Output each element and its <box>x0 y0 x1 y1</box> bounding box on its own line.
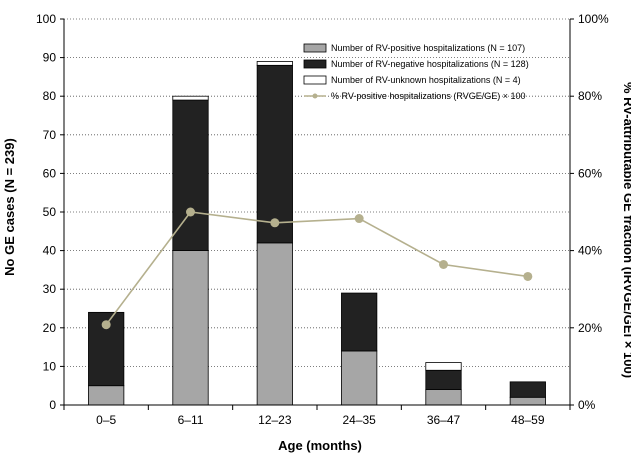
y-tick-label: 0 <box>49 398 56 412</box>
axes <box>60 18 574 410</box>
bar-rv-positive <box>425 389 462 406</box>
rv-percent-point <box>523 271 533 281</box>
legend-label-rv-positive: Number of RV-positive hospitalizations (… <box>331 43 525 53</box>
y-tick-label: 10 <box>43 359 57 373</box>
x-tick-label: 6–11 <box>178 413 204 427</box>
bar-rv-positive <box>172 250 209 406</box>
rv-percent-line-path <box>105 211 528 326</box>
bar-rv-negative <box>256 64 293 244</box>
rv-percent-point <box>439 259 448 269</box>
x-tick-label: 48–59 <box>511 413 545 427</box>
y2-tick-label: 100% <box>578 12 609 26</box>
rv-percent-point <box>186 207 195 217</box>
y-tick-label: 30 <box>43 282 57 296</box>
y2-tick-label: 20% <box>578 321 602 335</box>
bar-rv-unknown <box>256 61 293 66</box>
bar-rv-unknown <box>172 95 209 101</box>
y2-axis-title: % RV-attributable GE fraction (IRVGE/GEl… <box>621 82 631 378</box>
y-axis-title: No GE cases (N = 239) <box>2 138 17 276</box>
bars <box>88 61 546 406</box>
rv-percent-point <box>354 214 364 224</box>
x-tick-label: 36–47 <box>427 413 461 427</box>
y2-tick-label: 60% <box>578 166 602 180</box>
x-tick-label: 0–5 <box>96 413 116 427</box>
x-axis-title: Age (months) <box>278 438 362 453</box>
rv-percent-line <box>101 207 533 330</box>
legend-swatch-rv-positive <box>303 43 327 53</box>
bar-rv-positive <box>256 242 293 406</box>
y2-tick-label: 80% <box>578 89 602 103</box>
y-tick-label: 90 <box>43 51 57 65</box>
bar-rv-negative <box>341 292 378 352</box>
tick-labels: 0 10 20 30 40 50 60 70 80 90 100 0% 20% 40% 60% 80% 100%… <box>36 12 609 427</box>
y-tick-label: 50 <box>43 205 57 219</box>
legend-label-rv-negative: Number of RV-negative hospitalizations (… <box>331 59 529 69</box>
y2-tick-label: 40% <box>578 244 602 258</box>
legend: Number of RV-positive hospitalizations (… <box>303 43 529 101</box>
legend-label-rv-unknown: Number of RV-unknown hospitalizations (N… <box>331 75 521 85</box>
y-tick-label: 80 <box>43 89 57 103</box>
bar-rv-positive <box>341 350 378 406</box>
y-tick-label: 70 <box>43 128 57 142</box>
bar-rv-unknown <box>425 362 462 371</box>
legend-swatch-rv-negative <box>303 59 327 69</box>
bar-rv-negative <box>172 99 209 251</box>
y-tick-label: 60 <box>43 166 57 180</box>
legend-marker-rv-percent <box>312 93 318 99</box>
rv-percent-point <box>101 320 111 330</box>
y2-tick-label: 0% <box>578 398 596 412</box>
bar-rv-positive <box>509 396 546 406</box>
legend-swatch-rv-unknown <box>303 75 327 85</box>
legend-label-rv-percent: % RV-positive hospitalizations (RVGE/GE)… <box>331 91 526 101</box>
x-tick-label: 24–35 <box>342 413 376 427</box>
rv-percent-point <box>270 218 280 228</box>
y-tick-label: 100 <box>36 12 56 26</box>
x-tick-label: 12–23 <box>258 413 292 427</box>
gridlines <box>64 18 570 367</box>
y-tick-label: 40 <box>43 244 57 258</box>
bar-rv-negative <box>509 381 546 398</box>
y-tick-label: 20 <box>43 321 57 335</box>
bar-rv-positive <box>88 385 125 406</box>
bar-rv-negative <box>425 369 462 390</box>
